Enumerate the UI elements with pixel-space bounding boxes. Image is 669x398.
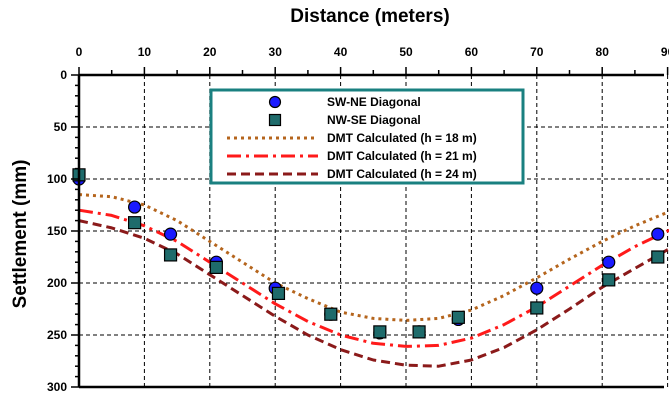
- legend-label: DMT Calculated (h = 21 m): [327, 149, 477, 163]
- point-nw-se: [373, 325, 387, 339]
- point-nw-se: [127, 216, 142, 230]
- legend-label: NW-SE Diagonal: [327, 113, 421, 127]
- point-nw-se: [451, 310, 465, 324]
- point-nw-se: [530, 301, 544, 315]
- x-tick-label: 10: [138, 45, 152, 59]
- y-tick-label: 50: [54, 120, 68, 134]
- point-nw-se: [271, 286, 286, 300]
- x-axis-title: Distance (meters): [290, 6, 449, 27]
- point-nw-se: [412, 325, 426, 339]
- point-nw-se: [324, 307, 338, 321]
- point-sw-ne: [530, 281, 544, 295]
- legend-label: DMT Calculated (h = 18 m): [327, 131, 477, 145]
- x-tick-label: 80: [596, 45, 610, 59]
- tick-labels: 0102030405060708090100050100150200250300: [47, 45, 669, 394]
- y-tick-label: 0: [60, 68, 67, 82]
- point-nw-se: [602, 273, 616, 287]
- curve-2: [78, 208, 669, 348]
- point-sw-ne: [602, 255, 616, 269]
- legend-label: SW-NE Diagonal: [327, 95, 421, 109]
- x-tick-label: 60: [465, 45, 479, 59]
- x-tick-label: 90: [661, 45, 669, 59]
- legend: SW-NE Diagonal NW-SE Diagonal DMT Calculat…: [209, 88, 525, 185]
- x-tick-label: 50: [399, 45, 413, 59]
- axes: [71, 67, 669, 389]
- y-tick-label: 200: [47, 276, 67, 290]
- point-sw-ne: [163, 227, 178, 241]
- legend-marker-square: [268, 113, 282, 127]
- x-tick-label: 20: [203, 45, 217, 59]
- y-axis-title: Settlement (mm): [10, 160, 31, 309]
- point-nw-se: [209, 260, 223, 274]
- x-tick-label: 40: [334, 45, 348, 59]
- point-nw-se: [163, 248, 178, 262]
- y-tick-label: 250: [47, 328, 67, 342]
- x-tick-label: 70: [530, 45, 544, 59]
- x-tick-label: 0: [76, 45, 83, 59]
- y-tick-label: 300: [47, 380, 67, 394]
- point-nw-se: [651, 250, 665, 264]
- curve-1: [78, 193, 669, 322]
- legend-label: DMT Calculated (h = 24 m): [327, 167, 477, 181]
- y-tick-label: 100: [47, 172, 67, 186]
- point-sw-ne: [651, 227, 665, 241]
- y-tick-label: 150: [47, 224, 67, 238]
- legend-marker-circle: [268, 95, 282, 109]
- point-sw-ne: [127, 200, 142, 214]
- x-tick-label: 30: [269, 45, 283, 59]
